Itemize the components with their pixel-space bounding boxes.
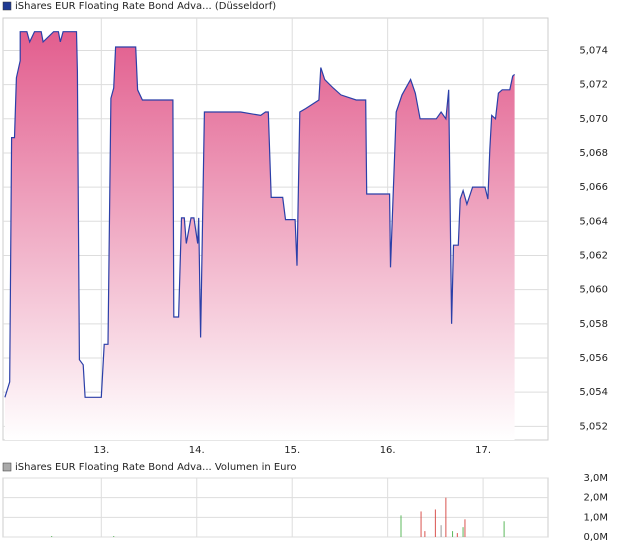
y-tick-label: 5,062 bbox=[579, 250, 608, 261]
area bbox=[4, 31, 515, 440]
y-tick-label: 1,0M bbox=[583, 512, 608, 523]
legend-swatch bbox=[2, 1, 12, 11]
x-tick-label: 16. bbox=[380, 445, 396, 456]
y-tick-label: 5,056 bbox=[579, 353, 608, 364]
y-tick-label: 5,066 bbox=[579, 182, 608, 193]
y-tick-label: 5,054 bbox=[579, 387, 608, 398]
legend-label: iShares EUR Floating Rate Bond Adva... (… bbox=[15, 1, 276, 12]
x-tick-label: 13. bbox=[93, 445, 109, 456]
y-tick-label: 5,074 bbox=[579, 45, 608, 56]
legend-swatch bbox=[2, 462, 12, 472]
y-tick-label: 2,0M bbox=[583, 493, 608, 504]
y-tick-label: 5,058 bbox=[579, 319, 608, 330]
x-tick-label: 17. bbox=[475, 445, 491, 456]
plot-frame bbox=[2, 477, 549, 538]
y-tick-label: 5,072 bbox=[579, 80, 608, 91]
y-tick-label: 5,068 bbox=[579, 148, 608, 159]
x-tick-label: 15. bbox=[284, 445, 300, 456]
y-tick-label: 5,052 bbox=[579, 421, 608, 432]
y-tick-label: 5,064 bbox=[579, 216, 608, 227]
x-tick-label: 14. bbox=[189, 445, 205, 456]
price-line bbox=[4, 31, 516, 398]
y-tick-label: 5,060 bbox=[579, 285, 608, 296]
y-tick-label: 5,070 bbox=[579, 114, 608, 125]
legend-label: iShares EUR Floating Rate Bond Adva... V… bbox=[15, 462, 297, 473]
y-tick-label: 3,0M bbox=[583, 473, 608, 484]
y-tick-label: 0,0M bbox=[583, 532, 608, 543]
